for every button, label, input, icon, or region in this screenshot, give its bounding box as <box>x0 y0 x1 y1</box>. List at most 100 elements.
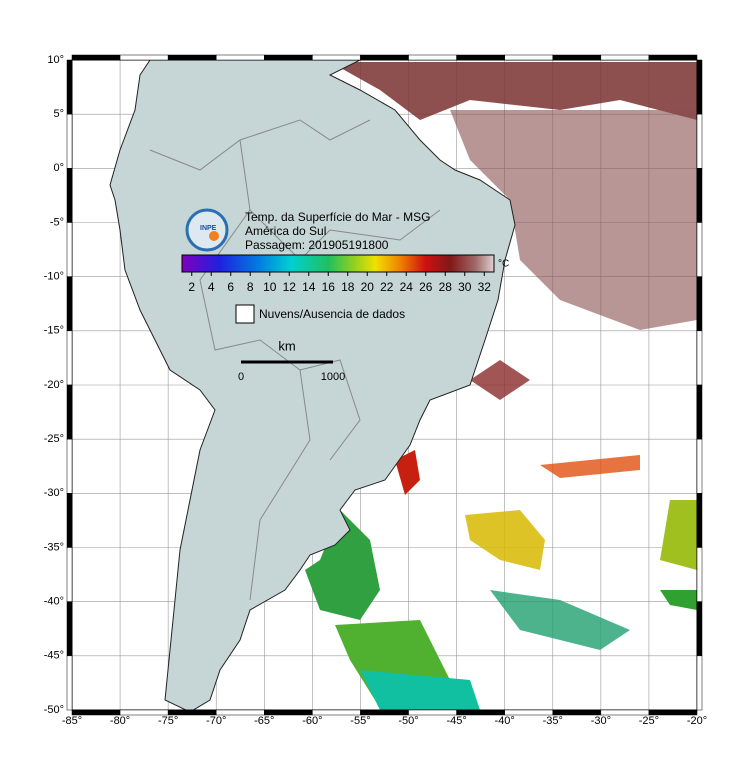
colorbar-tick-label: 8 <box>247 280 254 294</box>
y-tick-label: 0° <box>53 162 64 174</box>
scale-label: 1000 <box>321 371 345 383</box>
frame-bar <box>696 655 703 711</box>
sst-yellow <box>660 500 697 570</box>
scale-label: 0 <box>238 371 244 383</box>
frame-bar <box>696 330 703 386</box>
x-tick-label: -40° <box>495 715 515 727</box>
y-tick-label: -5° <box>50 216 64 228</box>
frame-bar <box>66 493 73 548</box>
logo-dot <box>209 231 219 241</box>
frame-bar <box>648 709 698 716</box>
frame-bar <box>71 54 121 61</box>
y-tick-label: -45° <box>44 650 64 662</box>
colorbar-tick-label: 32 <box>478 280 492 294</box>
frame-bar <box>66 59 73 115</box>
sst-cyan <box>360 670 480 710</box>
sst-green <box>305 510 380 620</box>
frame-bar <box>648 54 698 61</box>
frame-bar <box>696 222 703 277</box>
frame-bar <box>696 493 703 548</box>
x-tick-label: -30° <box>591 715 611 727</box>
sst-orange <box>540 455 640 478</box>
frame-bar <box>215 54 265 61</box>
x-tick-label: -20° <box>687 715 707 727</box>
y-tick-label: -40° <box>44 596 64 608</box>
sst-yellow <box>465 510 545 570</box>
y-tick-label: -10° <box>44 271 64 283</box>
colorbar-tick-label: 6 <box>227 280 234 294</box>
y-tick-label: 5° <box>53 108 64 120</box>
frame-bar <box>696 547 703 602</box>
sst-green <box>490 590 630 650</box>
frame-bar <box>66 547 73 602</box>
frame-bar <box>66 601 73 657</box>
frame-bar <box>696 59 703 115</box>
colorbar-tick-label: 22 <box>380 280 394 294</box>
colorbar: 2 4 6 8 10 12 14 16 18 20 22 24 26 28 30 32 <box>181 254 495 294</box>
frame-bar <box>696 601 703 657</box>
borders <box>149 119 441 601</box>
frame-bar <box>552 54 602 61</box>
sst-warm <box>450 110 697 330</box>
frame-bar <box>408 54 457 61</box>
y-tick-label: -50° <box>44 704 64 716</box>
frame-bar <box>504 54 554 61</box>
x-tick-label: -35° <box>543 715 563 727</box>
legend-swatch <box>235 304 255 324</box>
x-tick-label: -85° <box>62 715 82 727</box>
x-tick-label: -75° <box>158 715 178 727</box>
legend-label: Nuvens/Ausencia de dados <box>259 307 405 321</box>
frame-bar <box>66 276 73 332</box>
y-tick-label: -20° <box>44 379 64 391</box>
frame-bar <box>66 113 73 169</box>
y-tick-label: 10° <box>47 54 64 66</box>
title: Temp. da Superfície do Mar - MSG <box>245 210 430 224</box>
frame-bars <box>66 54 703 716</box>
sst-hot <box>395 450 420 495</box>
subtitle: América do Sul <box>245 224 326 238</box>
pass-time: Passagem: 201905191800 <box>245 238 389 252</box>
x-tick-label: -55° <box>350 715 370 727</box>
frame-bar <box>360 54 409 61</box>
logo-text: INPE <box>200 225 217 232</box>
frame-bar <box>66 330 73 386</box>
frame-bar <box>696 276 703 332</box>
colorbar-tick-label: 28 <box>439 280 453 294</box>
sst-green <box>660 590 697 610</box>
colorbar-tick-label: 26 <box>419 280 433 294</box>
colorbar-unit: °C <box>498 259 509 270</box>
frame-bar <box>600 54 650 61</box>
y-tick-label: -30° <box>44 487 64 499</box>
sst-warm <box>470 360 530 400</box>
frame-bar <box>119 54 169 61</box>
sst-warm <box>330 62 697 120</box>
frame-bar <box>66 438 73 494</box>
frame-bar <box>66 168 73 223</box>
frame-bar <box>696 168 703 223</box>
frame-bar <box>312 54 361 61</box>
y-tick-label: -25° <box>44 433 64 445</box>
colorbar-tick-label: 2 <box>188 280 195 294</box>
colorbar-tick-label: 12 <box>283 280 297 294</box>
colorbar-tick-label: 16 <box>322 280 336 294</box>
colorbar-tick-label: 4 <box>208 280 215 294</box>
colorbar-tick-label: 30 <box>458 280 472 294</box>
frame-bar <box>696 438 703 494</box>
frame-bar <box>66 655 73 711</box>
frame-bar <box>264 54 313 61</box>
y-tick-label: -15° <box>44 325 64 337</box>
y-tick-label: -35° <box>44 541 64 553</box>
frame-bar <box>167 54 217 61</box>
colorbar-tick-label: 10 <box>263 280 277 294</box>
frame-bar <box>456 54 505 61</box>
x-tick-label: -65° <box>254 715 274 727</box>
frame-bar <box>696 384 703 440</box>
colorbar-scale <box>181 254 495 273</box>
x-tick-label: -50° <box>398 715 418 727</box>
frame-bar <box>66 222 73 277</box>
colorbar-tick-label: 24 <box>400 280 414 294</box>
sst-field <box>109 60 697 710</box>
scale-unit: km <box>278 338 295 353</box>
colorbar-tick-label: 14 <box>302 280 316 294</box>
